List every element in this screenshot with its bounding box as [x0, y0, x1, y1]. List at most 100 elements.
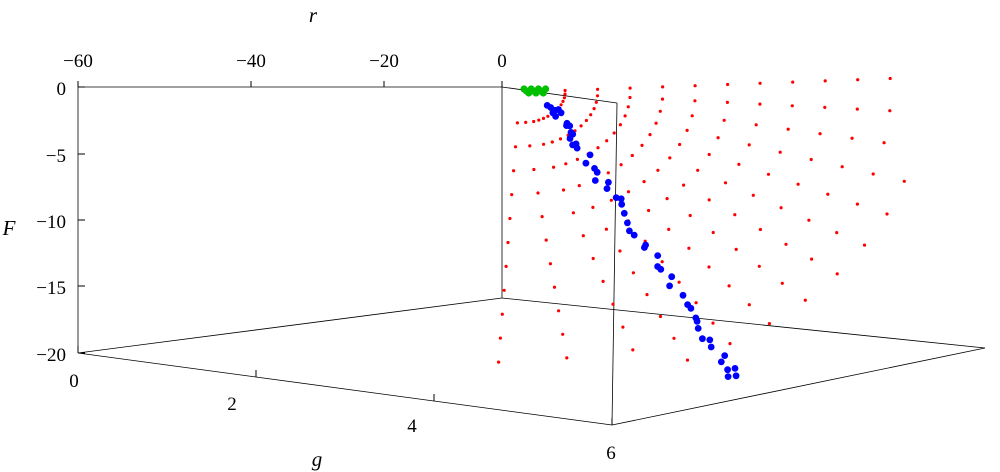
red-point — [665, 197, 669, 201]
bounding-box — [77, 81, 986, 426]
red-point — [511, 169, 516, 173]
red-point — [540, 215, 544, 219]
red-point — [618, 249, 622, 253]
red-point — [726, 82, 730, 87]
red-point — [497, 360, 501, 364]
blue-point — [549, 109, 557, 117]
red-point — [596, 146, 600, 150]
red-point — [498, 336, 502, 340]
red-point — [562, 96, 567, 100]
red-point — [790, 104, 794, 108]
red-point — [850, 136, 854, 140]
blue-point — [641, 244, 648, 251]
blue-point — [566, 122, 574, 130]
blue-point — [566, 135, 574, 142]
red-point — [502, 288, 506, 292]
red-point — [618, 123, 623, 127]
red-point — [733, 213, 737, 217]
red-point — [592, 107, 596, 111]
red-point — [882, 141, 886, 145]
red-point — [515, 121, 520, 125]
red-point — [672, 336, 676, 340]
red-point — [734, 247, 738, 251]
red-point — [778, 150, 782, 154]
red-point — [818, 132, 822, 136]
red-point — [544, 238, 548, 242]
red-point — [565, 356, 569, 360]
blue-point — [626, 227, 633, 235]
red-point — [688, 213, 692, 218]
red-point — [626, 190, 631, 194]
blue-point — [620, 209, 628, 217]
red-point — [596, 87, 600, 91]
red-point — [723, 181, 728, 185]
red-point — [645, 293, 649, 297]
red-point — [542, 142, 546, 146]
red-point — [758, 227, 763, 232]
red-point — [575, 157, 580, 161]
blue-point — [732, 372, 740, 380]
red-point — [902, 179, 906, 183]
red-point — [779, 206, 783, 210]
red-point — [642, 180, 646, 184]
g-axis-title: g — [312, 447, 323, 471]
red-point — [809, 157, 813, 162]
red-point — [548, 262, 553, 266]
g-tick-label: 2 — [227, 394, 237, 415]
red-point — [693, 99, 697, 103]
red-point — [561, 188, 566, 192]
blue-point — [724, 373, 732, 380]
red-point — [660, 260, 664, 264]
red-point — [722, 118, 726, 122]
red-point — [757, 264, 761, 268]
red-point — [711, 230, 715, 235]
red-point — [594, 100, 598, 104]
red-point — [677, 280, 681, 284]
blue-point — [693, 317, 701, 325]
blue-point — [731, 365, 739, 372]
blue-point — [724, 366, 731, 374]
red-point — [532, 119, 536, 124]
blue-point — [717, 358, 725, 366]
box-edge — [77, 297, 503, 354]
red-point — [508, 216, 512, 221]
red-point — [557, 309, 561, 313]
red-point — [685, 358, 690, 362]
red-point — [626, 105, 630, 109]
red-point — [796, 182, 800, 186]
r-tick-label: −60 — [63, 51, 93, 72]
blue-point — [593, 168, 601, 176]
red-point — [558, 137, 563, 141]
blue-point — [706, 336, 714, 344]
red-point — [647, 208, 651, 213]
red-point — [648, 133, 652, 137]
blue-point — [618, 201, 626, 208]
red-point — [835, 272, 839, 276]
blue-point — [612, 194, 620, 202]
red-point — [855, 107, 859, 111]
red-point — [682, 183, 686, 187]
red-point — [784, 242, 788, 246]
red-point — [561, 332, 565, 336]
red-point — [687, 246, 691, 250]
red-point — [619, 163, 623, 167]
box-edge — [501, 297, 986, 349]
red-point — [581, 234, 585, 238]
red-point — [513, 145, 518, 149]
F-tick-label: −15 — [36, 278, 66, 299]
F-tick-label: −10 — [36, 212, 66, 233]
red-point — [564, 162, 568, 166]
blue-point — [721, 352, 729, 359]
red-point — [727, 284, 731, 288]
red-point — [628, 95, 632, 100]
blue-point — [557, 109, 565, 117]
F-axis: F 0 −5 −10 −15 −20 — [2, 79, 66, 366]
blue-point — [654, 252, 662, 259]
red-point — [668, 156, 672, 160]
red-point — [589, 113, 593, 117]
red-point — [810, 257, 814, 261]
red-point — [661, 85, 665, 89]
blue-point — [679, 291, 687, 299]
blue-point — [603, 185, 611, 193]
